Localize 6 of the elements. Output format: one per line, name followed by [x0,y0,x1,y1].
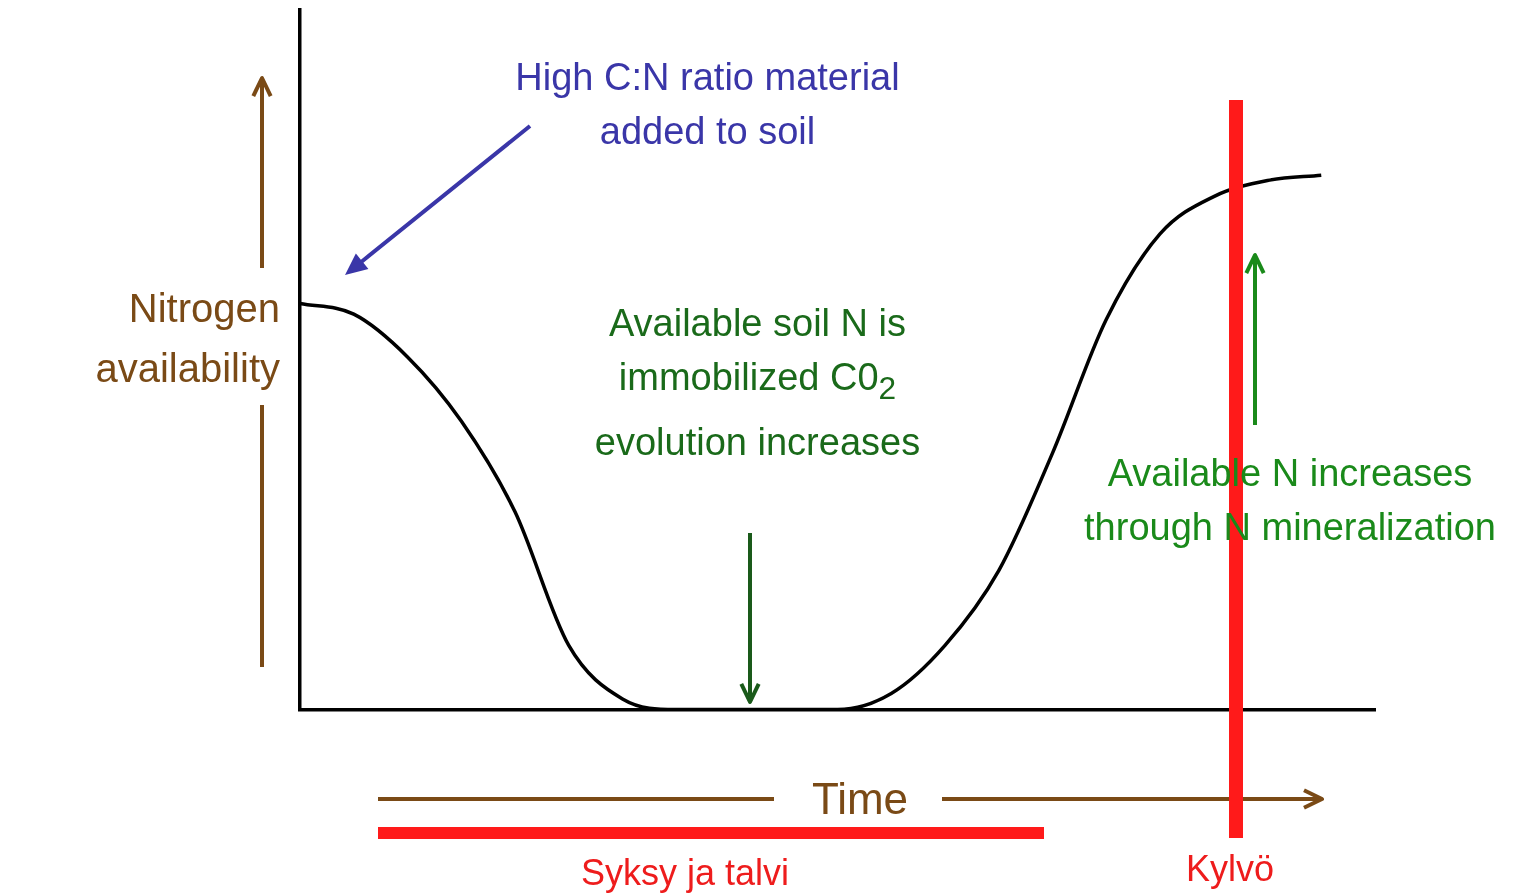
text: High C:N ratio material added to soil [514,55,901,154]
annotation: Available soil N is immobilized C0$_{2}$ evolution increases [593,301,922,465]
text: Syksy ja talvi [579,851,791,895]
x-axis-title: Time [810,773,910,825]
y-axis-title: Nitrogen availability [94,285,280,392]
text: Kylvö [1185,847,1275,891]
